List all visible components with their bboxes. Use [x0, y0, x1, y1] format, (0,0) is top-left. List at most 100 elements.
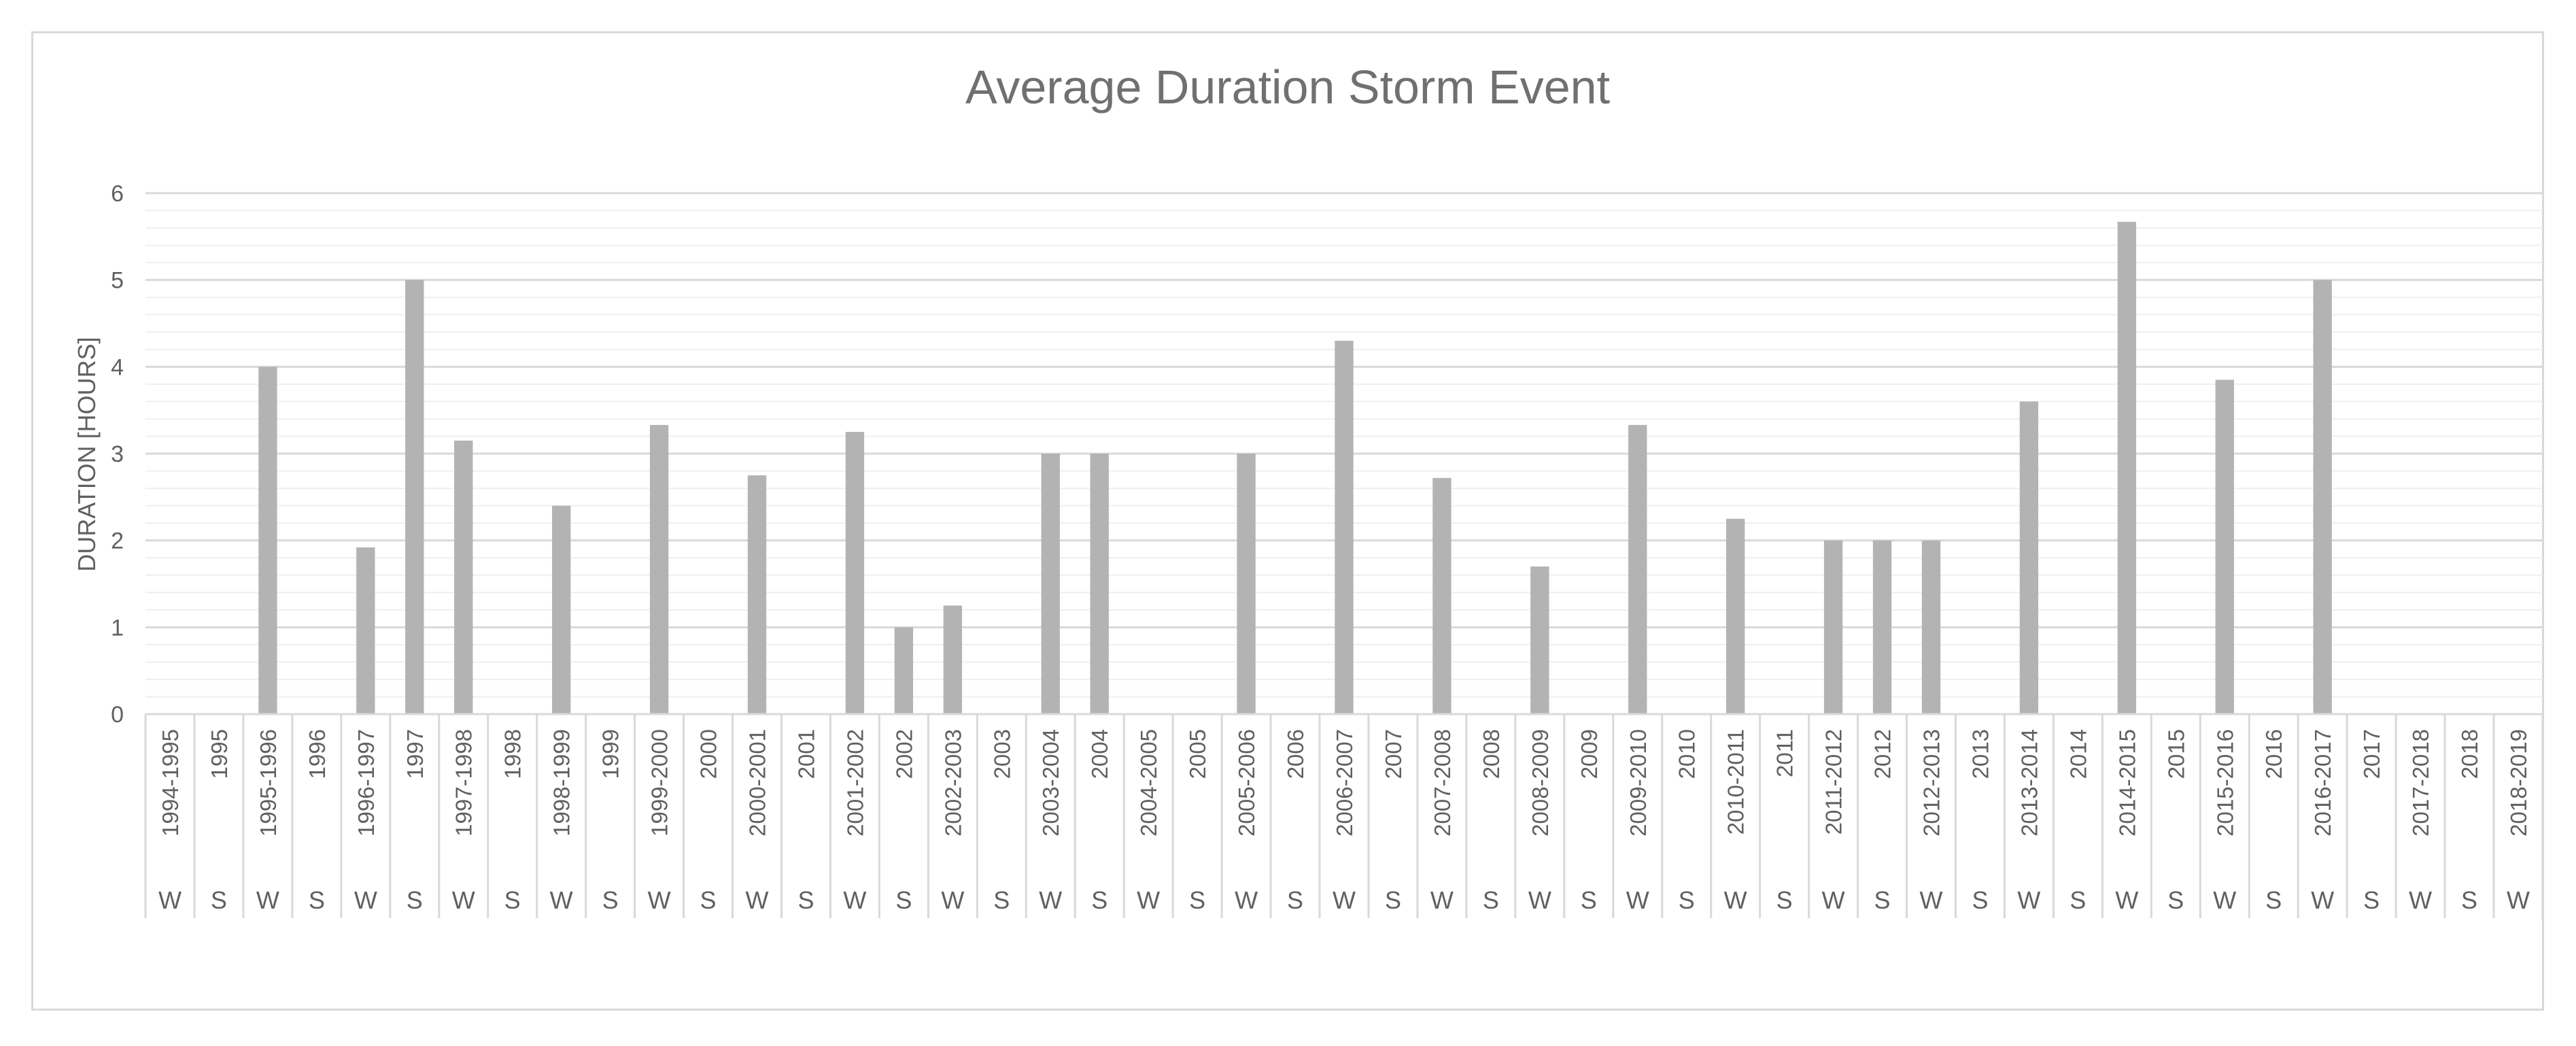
bar [405, 280, 424, 715]
season-label: S [993, 886, 1010, 914]
bar [747, 475, 767, 714]
x-tick-label: 2007 [1381, 729, 1406, 779]
season-label: W [1430, 886, 1454, 914]
category-axis: 1994-1995 1995 1995-1996 1996 1996-1997 1997 1… [144, 713, 2544, 918]
season-label: W [843, 886, 866, 914]
x-tick-label: 1994-1995 [158, 729, 183, 837]
season-label: S [1874, 886, 1891, 914]
season-label: W [2507, 886, 2530, 914]
x-tick-label: 2003-2004 [1038, 729, 1063, 837]
season-label: S [700, 886, 717, 914]
season-label: S [1189, 886, 1205, 914]
season-label: S [2167, 886, 2184, 914]
season-label: W [745, 886, 768, 914]
bar [649, 424, 669, 714]
season-label: S [1972, 886, 1988, 914]
season-label: W [1333, 886, 1356, 914]
x-tick-label: 2000 [696, 729, 721, 779]
bar [1628, 424, 1647, 714]
season-label: W [1528, 886, 1551, 914]
bar [1530, 566, 1549, 714]
x-tick-label: 2008-2009 [1528, 729, 1553, 837]
x-tick-label: 2013-2014 [2016, 729, 2042, 837]
x-tick-label: 2012-2013 [1919, 729, 1944, 837]
season-label: W [354, 886, 377, 914]
x-tick-label: 2000-2001 [744, 729, 770, 837]
season-label: S [895, 886, 912, 914]
x-tick-label: 1996-1997 [354, 729, 379, 837]
bar [943, 605, 962, 714]
bar [1823, 540, 1843, 714]
season-label: S [1385, 886, 1401, 914]
x-tick-label: 2012 [1870, 729, 1895, 779]
season-label: W [256, 886, 279, 914]
x-tick-label: 2009-2010 [1626, 729, 1651, 837]
season-label: S [1287, 886, 1303, 914]
y-tick-labels: 0 1 2 3 4 5 6 [111, 181, 124, 728]
x-tick-label: 2011 [1772, 729, 1798, 777]
season-label: S [1483, 886, 1499, 914]
season-label: W [1920, 886, 1943, 914]
season-label: S [2265, 886, 2282, 914]
x-tick-label: 2006 [1283, 729, 1308, 779]
season-label: W [1039, 886, 1062, 914]
y-axis-label: DURATION [HOURS] [73, 337, 101, 571]
bar [1237, 454, 1256, 714]
season-label: S [1091, 886, 1107, 914]
x-tick-label: 2005-2006 [1234, 729, 1259, 837]
season-label: W [550, 886, 573, 914]
x-tick-label: 1997-1998 [451, 729, 477, 837]
season-label: W [1822, 886, 1845, 914]
bar [845, 432, 865, 714]
season-label: W [648, 886, 671, 914]
season-label: S [1581, 886, 1597, 914]
bar [2215, 379, 2234, 714]
y-tick-label: 1 [111, 615, 124, 641]
x-tick-label: 1998-1999 [549, 729, 574, 837]
bar [1921, 540, 1941, 714]
x-tick-label: 2018 [2457, 729, 2482, 779]
x-tick-label: 2017-2018 [2408, 729, 2433, 837]
x-tick-label: 2016-2017 [2310, 729, 2335, 837]
season-label: W [941, 886, 964, 914]
season-label: S [602, 886, 619, 914]
season-label: W [2311, 886, 2334, 914]
season-label: S [504, 886, 521, 914]
x-tick-label: 2013 [1968, 729, 1993, 779]
y-tick-label: 0 [111, 702, 124, 728]
x-tick-label: 2006-2007 [1332, 729, 1357, 837]
season-label: S [1776, 886, 1793, 914]
bar [454, 440, 473, 714]
season-label: S [407, 886, 423, 914]
season-label: S [1679, 886, 1695, 914]
x-tick-label: 2011-2012 [1821, 729, 1847, 834]
bar [1432, 477, 1452, 714]
x-tick-label: 2002-2003 [940, 729, 965, 837]
chart-title: Average Duration Storm Event [965, 61, 1610, 114]
season-label: W [158, 886, 182, 914]
season-label: S [309, 886, 325, 914]
bar [1335, 341, 1354, 714]
x-tick-label: 2018-2019 [2506, 729, 2531, 837]
season-label: W [2017, 886, 2040, 914]
bar [551, 505, 571, 714]
x-tick-label: 2010-2011 [1723, 729, 1749, 834]
season-label: S [2070, 886, 2086, 914]
season-label: W [2213, 886, 2236, 914]
x-tick-label: 2014-2015 [2114, 729, 2140, 837]
season-label: W [452, 886, 475, 914]
season-label: S [797, 886, 814, 914]
x-tick-label: 2007-2008 [1430, 729, 1455, 837]
x-tick-label: 1999-2000 [647, 729, 672, 837]
x-tick-label: 2003 [989, 729, 1014, 779]
y-tick-label: 6 [111, 181, 124, 207]
x-tick-label: 2004-2005 [1136, 729, 1161, 837]
season-label: S [2461, 886, 2477, 914]
x-tick-label: 1996 [305, 729, 330, 779]
x-tick-label: 2004 [1087, 729, 1112, 779]
season-label: S [2363, 886, 2380, 914]
x-tick-label: 2009 [1577, 729, 1602, 779]
bars [258, 222, 2332, 715]
x-tick-label: 2005 [1185, 729, 1210, 779]
y-tick-label: 5 [111, 268, 124, 294]
